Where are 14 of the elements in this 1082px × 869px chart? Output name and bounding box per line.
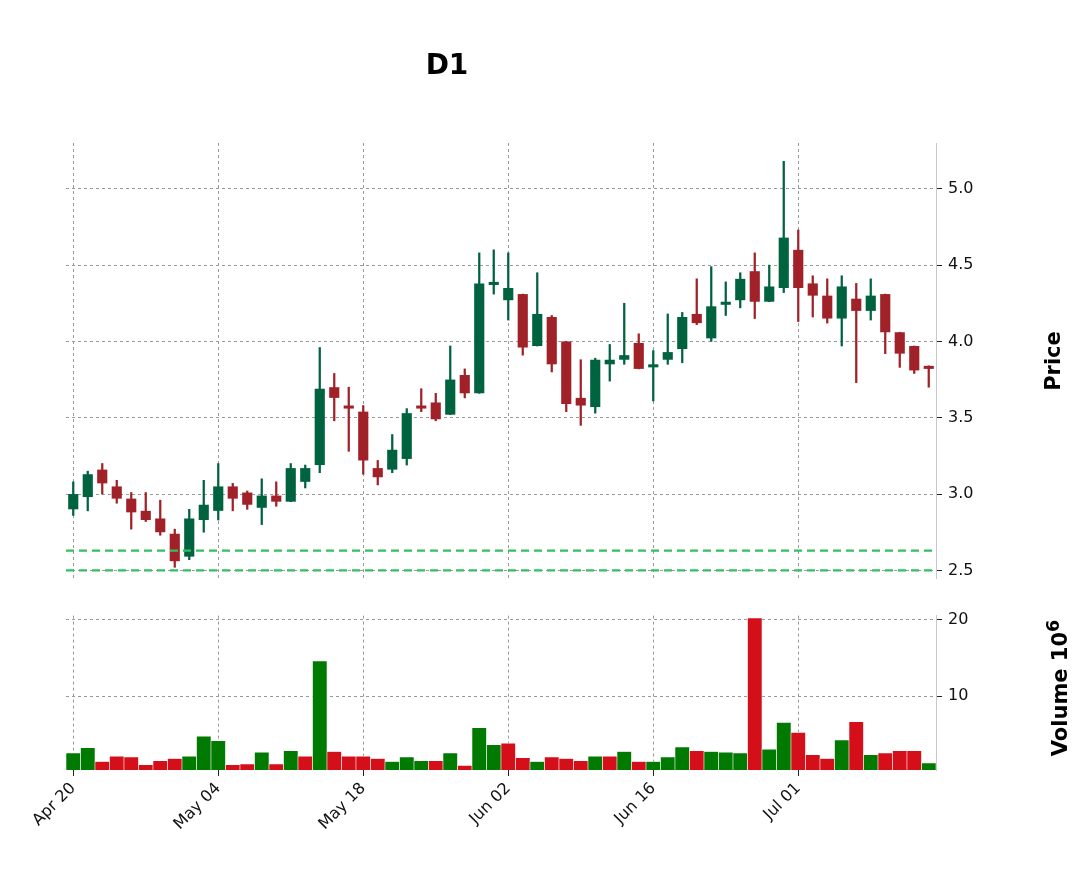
y-tick-label: 2.5	[948, 559, 974, 579]
y-tick-label: 4.0	[948, 330, 974, 350]
y-tick-label: 3.5	[948, 406, 974, 426]
y-tick-label: 10	[948, 685, 969, 705]
y-tick-label: 5.0	[948, 177, 974, 197]
x-tick-label: Jun 16	[609, 778, 660, 828]
chart-title: D1	[424, 48, 470, 81]
y-tick-label: 4.5	[948, 254, 974, 274]
x-tick-label: Jul 01	[758, 778, 805, 824]
x-tick-label: Apr 20	[28, 778, 80, 830]
y-axis-title: Price	[1040, 329, 1066, 393]
y-tick-label: 3.0	[948, 483, 974, 503]
x-tick-label: Jun 02	[464, 778, 515, 828]
y-tick-label: 20	[948, 608, 969, 628]
